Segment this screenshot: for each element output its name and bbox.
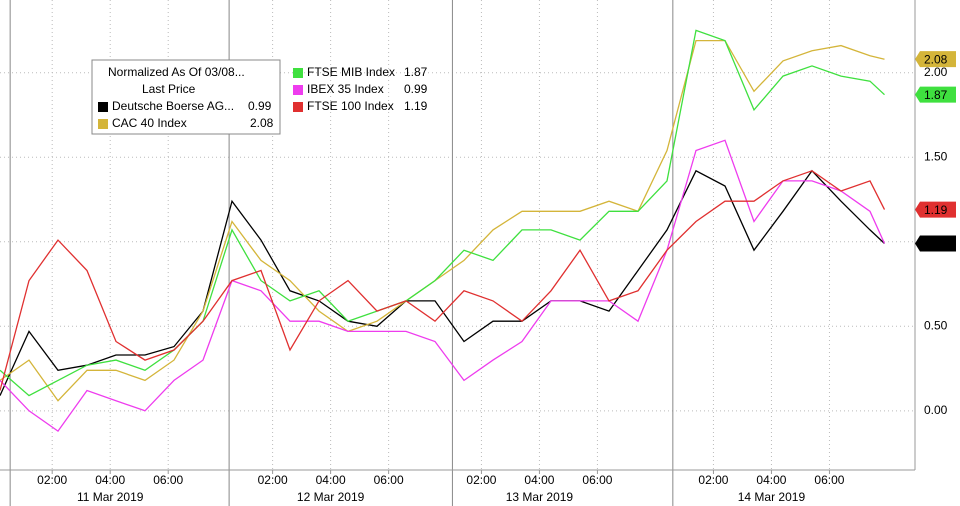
x-tick-label: 02:00 <box>466 473 496 487</box>
last-value-label: 2.08 <box>924 52 948 66</box>
y-tick-label: 1.50 <box>924 149 948 163</box>
day-label: 14 Mar 2019 <box>738 490 806 504</box>
x-tick-label: 02:00 <box>258 473 288 487</box>
legend-label: Deutsche Boerse AG... <box>112 99 234 113</box>
legend-value: 1.87 <box>404 65 428 79</box>
legend: Normalized As Of 03/08... Last Price Deu… <box>91 59 428 135</box>
x-tick-label: 04:00 <box>316 473 346 487</box>
legend-label: FTSE 100 Index <box>307 99 394 113</box>
series-line <box>0 170 886 391</box>
day-label: 11 Mar 2019 <box>77 490 144 504</box>
x-tick-label: 06:00 <box>814 473 844 487</box>
legend-swatch <box>293 85 303 95</box>
lines <box>0 29 886 433</box>
legend-label: FTSE MIB Index <box>307 65 395 79</box>
legend-label: CAC 40 Index <box>112 116 187 130</box>
y-tick-label: 0.00 <box>924 403 948 417</box>
legend-box <box>91 59 281 135</box>
x-tick-label: 04:00 <box>524 473 554 487</box>
y-tick-label: 2.00 <box>924 65 948 79</box>
legend-label: IBEX 35 Index <box>307 82 384 96</box>
day-label: 12 Mar 2019 <box>297 490 365 504</box>
x-tick-label: 06:00 <box>153 473 183 487</box>
x-tick-label: 06:00 <box>582 473 612 487</box>
legend-swatch <box>293 68 303 78</box>
last-value-tag <box>915 86 956 103</box>
x-tick-label: 02:00 <box>698 473 728 487</box>
legend-swatch <box>293 102 303 112</box>
legend-value: 0.99 <box>404 82 428 96</box>
x-tick-label: 02:00 <box>37 473 67 487</box>
y-tick-label: 0.50 <box>924 318 948 332</box>
series-line <box>0 29 885 397</box>
legend-value: 0.99 <box>248 99 272 113</box>
legend-value: 2.08 <box>250 116 274 130</box>
x-tick-label: 04:00 <box>756 473 786 487</box>
last-value-label: 1.19 <box>924 203 948 217</box>
legend-title: Normalized As Of 03/08... <box>108 65 245 79</box>
last-value-tag <box>915 51 956 68</box>
axis-labels: 0.000.501.001.502.0002:0004:0006:0002:00… <box>37 65 947 504</box>
legend-swatch <box>98 102 108 112</box>
legend-subtitle: Last Price <box>142 82 196 96</box>
day-label: 13 Mar 2019 <box>506 490 574 504</box>
series-line <box>0 39 885 402</box>
x-tick-label: 06:00 <box>374 473 404 487</box>
last-value-tag <box>915 201 956 218</box>
last-value-tag <box>915 235 956 252</box>
legend-value: 1.19 <box>404 99 428 113</box>
x-tick-label: 04:00 <box>95 473 125 487</box>
last-value-label: 0.99 <box>924 237 948 251</box>
series-line <box>0 139 886 433</box>
last-value-labels: 0.99 2.08 1.87 1.19 <box>915 51 956 252</box>
legend-swatch <box>98 119 108 129</box>
series-line <box>0 169 885 396</box>
last-value-label: 1.87 <box>924 88 948 102</box>
